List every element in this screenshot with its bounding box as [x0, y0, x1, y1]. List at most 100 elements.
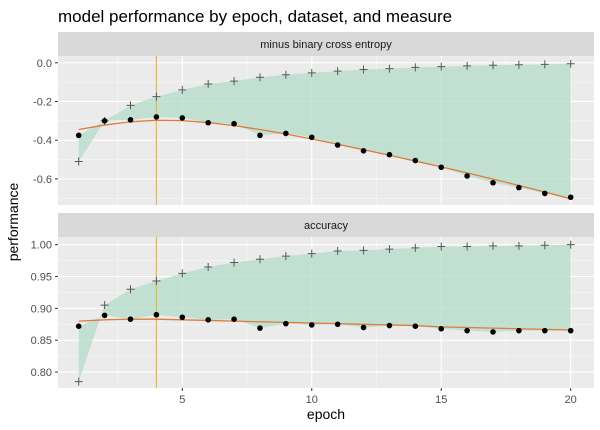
- dot-point: [205, 119, 211, 126]
- dot-point: [101, 118, 108, 124]
- plus-point: [463, 61, 472, 70]
- y-tick-label: 0.80: [31, 367, 52, 379]
- x-tick-label: 10: [306, 394, 318, 406]
- plus-point: [255, 255, 264, 264]
- facet-strip-label: minus binary cross entropy: [260, 39, 392, 51]
- dot-point: [75, 323, 82, 329]
- plus-point: [204, 80, 213, 89]
- plus-point: [126, 285, 135, 294]
- dot-point: [360, 324, 367, 331]
- dot-point: [75, 132, 82, 139]
- y-tick-label: -0.2: [33, 96, 52, 108]
- plus-point: [489, 61, 498, 70]
- dot-point: [360, 148, 367, 154]
- dot-point: [127, 316, 134, 322]
- y-tick-label: 1.00: [31, 240, 52, 252]
- plus-point: [411, 243, 420, 252]
- plus-point: [255, 73, 264, 82]
- plus-point: [540, 60, 549, 69]
- plus-point: [281, 70, 290, 79]
- plus-point: [74, 157, 83, 166]
- plus-point: [333, 67, 342, 76]
- dot-point: [179, 115, 186, 121]
- chart-title: model performance by epoch, dataset, and…: [58, 7, 452, 26]
- plus-point: [126, 101, 135, 110]
- dot-point: [283, 320, 289, 327]
- facet-panel: minus binary cross entropy 0.0 -0.2 -0.4 -0.…: [33, 32, 594, 205]
- plus-point: [152, 276, 161, 285]
- dot-point: [490, 179, 496, 186]
- dot-point: [542, 190, 548, 197]
- facet-strip: [58, 213, 594, 237]
- facet-strip: [58, 32, 594, 56]
- plus-point: [385, 64, 394, 73]
- dot-point: [308, 134, 315, 141]
- dot-point: [567, 194, 574, 201]
- dot-point: [516, 327, 522, 334]
- y-tick-label: -0.4: [33, 135, 52, 147]
- dot-point: [412, 157, 419, 164]
- plus-point: [566, 240, 575, 249]
- dot-point: [386, 151, 393, 158]
- dot-point: [386, 322, 393, 329]
- dot-point: [257, 132, 263, 139]
- plus-point: [540, 241, 549, 250]
- dot-point: [464, 173, 470, 179]
- plus-point: [178, 85, 187, 94]
- dot-point: [412, 323, 419, 329]
- dot-point: [308, 322, 315, 328]
- plus-point: [411, 63, 420, 72]
- y-tick-label: 0.90: [31, 303, 52, 315]
- plus-point: [566, 59, 575, 68]
- dot-point: [257, 325, 263, 331]
- dot-point: [231, 120, 237, 127]
- plus-point: [437, 242, 446, 251]
- dot-point: [205, 317, 211, 323]
- y-tick-label: 0.95: [31, 272, 52, 284]
- dot-point: [127, 117, 134, 123]
- dot-point: [101, 312, 108, 319]
- plus-point: [514, 60, 523, 69]
- gap-ribbon: [78, 244, 571, 382]
- y-tick-label: 0.85: [31, 335, 52, 347]
- x-axis-label: epoch: [307, 406, 345, 422]
- dot-point: [153, 114, 160, 120]
- plus-point: [230, 258, 239, 267]
- smooth-trend-line: [78, 318, 571, 331]
- dot-point: [438, 325, 445, 332]
- plus-point: [463, 242, 472, 251]
- dot-point: [464, 327, 470, 334]
- dot-point: [516, 184, 522, 191]
- plus-point: [359, 65, 368, 74]
- facet-strip-label: accuracy: [304, 220, 349, 232]
- y-tick-label: 0.0: [37, 58, 52, 70]
- plus-point: [100, 301, 109, 310]
- x-tick-label: 20: [565, 394, 577, 406]
- dot-point: [153, 311, 160, 318]
- plus-point: [385, 245, 394, 254]
- plus-point: [359, 246, 368, 255]
- dot-point: [567, 327, 574, 334]
- dot-point: [231, 316, 237, 322]
- x-tick-label: 15: [435, 394, 447, 406]
- plus-point: [437, 62, 446, 71]
- plus-point: [230, 77, 239, 86]
- dot-point: [179, 314, 186, 321]
- dot-point: [334, 321, 341, 328]
- plus-point: [281, 252, 290, 261]
- plus-point: [204, 262, 213, 271]
- facet-panel: accuracy 1.00 0.95 0.90 0.85 0.80: [31, 213, 594, 389]
- facet-panels: minus binary cross entropy 0.0 -0.2 -0.4 -0.…: [31, 32, 594, 406]
- plus-point: [307, 68, 316, 77]
- plus-point: [74, 377, 83, 386]
- plus-point: [307, 249, 316, 258]
- dot-point: [542, 327, 548, 334]
- x-tick-label: 5: [179, 394, 185, 406]
- plus-point: [333, 247, 342, 256]
- y-axis-label: performance: [5, 182, 21, 261]
- dot-point: [334, 142, 341, 148]
- dot-point: [490, 329, 496, 335]
- gap-ribbon: [78, 63, 571, 198]
- smooth-trend-line: [78, 119, 571, 200]
